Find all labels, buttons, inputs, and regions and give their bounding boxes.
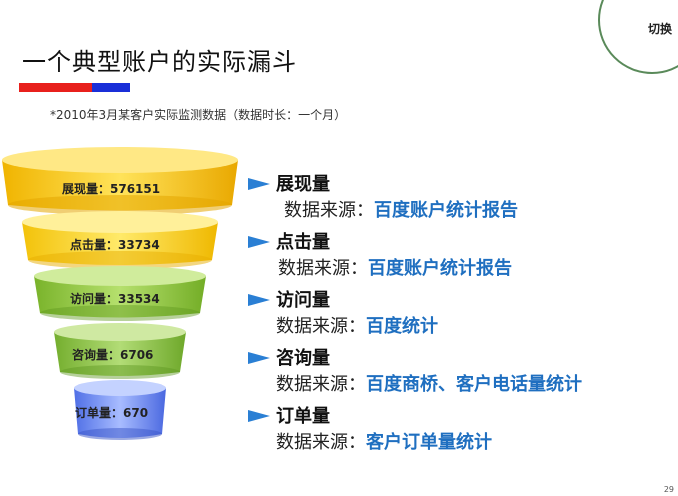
source-label: 数据来源：	[284, 200, 374, 221]
funnel-label-impressions: 展现量：576151	[62, 182, 161, 196]
metric-source: 数据来源：客户订单量统计	[276, 428, 492, 454]
funnel-stage-visits	[34, 266, 206, 321]
arrow-icon	[248, 178, 270, 190]
metric-source: 数据来源：百度账户统计报告	[284, 196, 518, 222]
metric-title: 展现量	[276, 174, 330, 195]
source-label: 数据来源：	[276, 316, 366, 337]
arrow-icon	[248, 236, 270, 248]
arrow-icon	[248, 352, 270, 364]
funnel-stage-clicks	[22, 211, 218, 269]
source-label: 数据来源：	[276, 374, 366, 395]
source-label: 数据来源：	[276, 432, 366, 453]
funnel-label-visits: 访问量：33534	[70, 292, 160, 306]
title-underline-red	[19, 83, 92, 92]
metric-source: 数据来源：百度统计	[276, 312, 438, 338]
data-note: *2010年3月某客户实际监测数据（数据时长：一个月）	[50, 108, 347, 122]
metric-title: 点击量	[276, 232, 330, 253]
funnel-stage-orders	[74, 380, 166, 440]
arrow-icon	[248, 294, 270, 306]
switch-button[interactable]: 切换	[647, 22, 672, 36]
funnel-label-inquiries: 咨询量：6706	[72, 348, 154, 362]
source-value: 百度商桥、客户电话量统计	[366, 374, 582, 395]
funnel-label-orders: 订单量：670	[75, 406, 149, 420]
metric-source: 数据来源：百度商桥、客户电话量统计	[276, 370, 582, 396]
source-value: 百度账户统计报告	[368, 258, 512, 279]
source-label: 数据来源：	[278, 258, 368, 279]
arrow-icon	[248, 410, 270, 422]
metric-title: 访问量	[276, 290, 330, 311]
source-value: 客户订单量统计	[366, 432, 492, 453]
funnel-stage-inquiries	[54, 323, 186, 379]
metric-source: 数据来源：百度账户统计报告	[278, 254, 512, 280]
source-value: 百度账户统计报告	[374, 200, 518, 221]
funnel-label-clicks: 点击量：33734	[70, 238, 160, 252]
page-title: 一个典型账户的实际漏斗	[22, 48, 297, 76]
funnel-stage-impressions	[2, 147, 238, 215]
title-underline-blue	[92, 83, 130, 92]
source-value: 百度统计	[366, 316, 438, 337]
metric-title: 咨询量	[276, 348, 330, 369]
page-number: 29	[663, 485, 674, 494]
metric-title: 订单量	[276, 406, 330, 427]
